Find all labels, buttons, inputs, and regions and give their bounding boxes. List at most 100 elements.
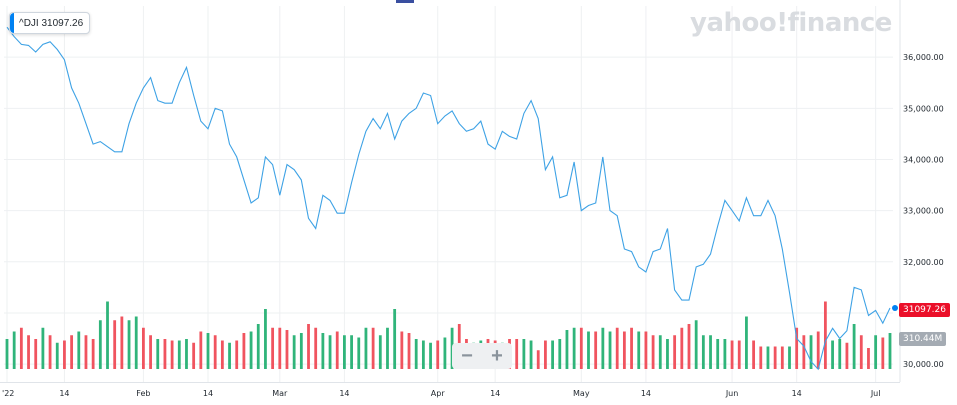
volume-bar	[256, 324, 260, 369]
volume-bar	[622, 331, 626, 369]
volume-bar	[264, 309, 267, 369]
volume-bar	[421, 340, 425, 369]
volume-bar	[888, 333, 892, 369]
volume-bar	[831, 340, 834, 369]
volume-bar	[637, 331, 641, 369]
volume-bar	[709, 335, 712, 369]
volume-bar	[587, 331, 590, 369]
volume-bar	[522, 339, 526, 369]
volume-bar	[601, 327, 605, 369]
volume-bar	[544, 340, 547, 369]
volume-bar	[515, 339, 519, 369]
volume-bar	[407, 333, 411, 369]
volume-bar	[48, 335, 52, 369]
volume-bar	[134, 316, 138, 369]
volume-bar	[723, 339, 727, 369]
y-tick-label: 30,000.00	[903, 360, 944, 369]
volume-bar	[378, 335, 382, 369]
volume-bar	[788, 346, 791, 369]
volume-bar	[536, 350, 540, 369]
volume-bar	[19, 327, 23, 369]
volume-bar	[113, 320, 117, 369]
x-tick-label: Jun	[725, 389, 739, 398]
volume-bar	[328, 335, 332, 369]
volume-bar	[106, 301, 109, 369]
x-tick-label: Mar	[272, 389, 288, 398]
volume-bar	[177, 340, 181, 369]
volume-bar	[364, 327, 368, 369]
volume-bar	[443, 337, 447, 369]
volume-bar	[816, 331, 820, 369]
volume-bar	[141, 327, 145, 369]
volume-bar	[393, 309, 397, 369]
y-tick-label: 32,000.00	[903, 258, 944, 267]
volume-bar	[680, 327, 684, 369]
volume-bar	[429, 342, 432, 369]
volume-bar	[701, 335, 705, 369]
x-tick-label: '22	[2, 389, 14, 398]
volume-bar	[867, 348, 870, 369]
x-tick-label: Jul	[870, 389, 881, 398]
volume-bar	[199, 331, 203, 369]
volume-bar	[242, 333, 246, 369]
y-tick-label: 33,000.00	[903, 207, 944, 216]
volume-bar	[321, 333, 325, 369]
x-tick-label: Feb	[136, 389, 150, 398]
volume-bar	[55, 342, 59, 369]
volume-bar	[737, 340, 741, 369]
volume-bar	[823, 301, 827, 369]
volume-bar	[874, 335, 878, 369]
volume-bar	[27, 335, 30, 369]
volume-bar	[651, 335, 655, 369]
volume-bar	[694, 320, 698, 369]
symbol-legend[interactable]: ^DJI 31097.26	[9, 12, 91, 34]
zoom-in-button[interactable]: +	[491, 345, 503, 367]
x-tick-label: May	[573, 389, 590, 398]
volume-bar	[414, 339, 418, 369]
volume-bar	[773, 346, 777, 369]
volume-bar	[192, 342, 196, 369]
volume-bars	[5, 301, 892, 369]
last-price-dot	[892, 304, 898, 311]
volume-bar	[386, 327, 389, 369]
volume-bar	[795, 327, 799, 369]
volume-bar	[127, 320, 131, 369]
x-tick-label: 14	[59, 389, 69, 398]
volume-bar	[63, 340, 66, 369]
volume-bar	[666, 339, 669, 369]
volume-bar	[299, 333, 303, 369]
volume-bar	[436, 340, 440, 369]
volume-bar	[120, 316, 124, 369]
y-tick-label: 35,000.00	[903, 104, 944, 113]
current-price-tag: 31097.26	[899, 303, 950, 317]
volume-bar	[745, 316, 748, 369]
y-tick-label: 36,000.00	[903, 53, 944, 62]
volume-bar	[156, 339, 160, 369]
volume-bar	[357, 337, 361, 369]
zoom-control: − +	[452, 343, 512, 369]
volume-bar	[98, 320, 102, 369]
current-volume-tag: 310.44M	[899, 332, 947, 346]
volume-bar	[780, 346, 784, 369]
volume-bar	[809, 335, 813, 369]
x-tick-label: 14	[490, 389, 500, 398]
volume-bar	[579, 327, 583, 369]
volume-bar	[752, 340, 756, 369]
volume-bar	[185, 339, 188, 369]
y-axis: 30,000.0031,000.0032,000.0033,000.0034,0…	[903, 53, 944, 369]
volume-bar	[658, 335, 662, 369]
volume-bar	[673, 335, 677, 369]
volume-bar	[292, 335, 296, 369]
volume-bar	[802, 335, 806, 369]
top-tab-indicator	[396, 0, 414, 3]
volume-bar	[220, 340, 224, 369]
volume-bar	[163, 339, 167, 369]
x-tick-label: 14	[203, 389, 213, 398]
zoom-out-button[interactable]: −	[461, 345, 473, 367]
volume-bar	[41, 327, 45, 369]
grid-lines	[0, 0, 901, 383]
price-line	[6, 26, 891, 371]
volume-bar	[149, 335, 152, 369]
volume-bar	[615, 327, 619, 369]
